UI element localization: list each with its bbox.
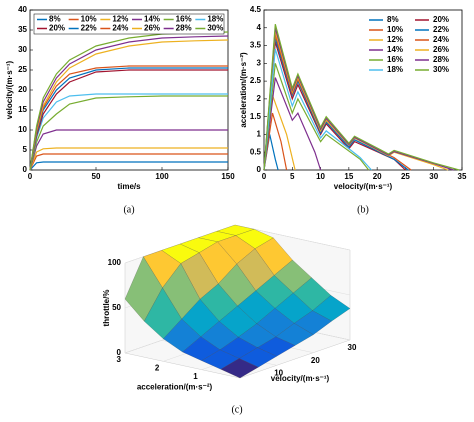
x-tick-label: 150 — [221, 172, 235, 181]
caption: (b) — [357, 204, 369, 215]
legend-label: 26% — [433, 45, 449, 54]
series-line — [263, 41, 406, 171]
y-tick-label: 30 — [18, 45, 27, 54]
legend-label: 8% — [387, 15, 399, 24]
y-tick-label: 4.5 — [250, 5, 262, 14]
surface-patch — [220, 358, 259, 379]
y-axis-label: acceleration/(m·s⁻²) — [239, 52, 248, 128]
x-tick-label: 30 — [429, 172, 438, 181]
y-tick-label: 1 — [193, 372, 198, 381]
legend-label: 18% — [207, 15, 223, 24]
series-line — [29, 161, 228, 171]
y-tick-label: 0 — [257, 165, 262, 174]
y-tick-label: 4 — [257, 23, 262, 32]
y-tick-label: 40 — [18, 5, 27, 14]
x-tick-label: 50 — [92, 172, 101, 181]
x-tick-label: 100 — [155, 172, 169, 181]
legend-label: 22% — [433, 25, 449, 34]
y-tick-label: 1 — [257, 130, 262, 139]
z-tick-label: 50 — [112, 303, 121, 312]
legend-box — [33, 13, 225, 35]
legend-label: 12% — [112, 15, 128, 24]
y-tick-label: 35 — [18, 25, 27, 34]
y-tick-label: 0 — [23, 165, 28, 174]
legend-label: 26% — [144, 24, 160, 33]
legend-label: 24% — [433, 35, 449, 44]
legend-label: 16% — [387, 55, 403, 64]
y-tick-label: 25 — [18, 65, 27, 74]
y-axis-label: acceleration/(m·s⁻²) — [137, 383, 213, 392]
y-tick-label: 15 — [18, 105, 27, 114]
y-tick-label: 2.5 — [250, 76, 262, 85]
x-tick-label: 20 — [373, 172, 382, 181]
legend-label: 24% — [112, 24, 128, 33]
series-line — [263, 48, 372, 171]
legend-label: 30% — [433, 65, 449, 74]
series-line — [263, 63, 370, 171]
z-tick-label: 0 — [117, 348, 122, 357]
series-line — [29, 147, 228, 171]
legend-label: 20% — [433, 15, 449, 24]
y-tick-label: 0.5 — [250, 147, 262, 156]
x-tick-label: 35 — [458, 172, 467, 181]
series-line — [29, 35, 229, 171]
series-line — [29, 95, 228, 171]
series-line — [263, 112, 288, 171]
series-line — [29, 69, 228, 171]
legend-label: 28% — [176, 24, 192, 33]
y-tick-label: 3.5 — [250, 41, 262, 50]
x-axis-label: velocity/(m·s⁻¹) — [334, 182, 393, 191]
series-line — [263, 24, 460, 171]
legend-label: 10% — [387, 25, 403, 34]
y-tick-label: 3 — [257, 58, 262, 67]
series-line — [263, 38, 409, 171]
y-tick-label: 2 — [155, 363, 160, 372]
x-tick-label: 0 — [262, 172, 267, 181]
x-axis-label: time/s — [117, 182, 141, 191]
series-line — [29, 153, 228, 171]
y-tick-label: 3 — [117, 355, 122, 364]
legend-label: 12% — [387, 35, 403, 44]
x-axis-label: velocity/(m·s⁻¹) — [271, 374, 330, 383]
z-tick-label: 100 — [108, 258, 122, 267]
legend-label: 20% — [49, 24, 65, 33]
legend-label: 18% — [387, 65, 403, 74]
x-tick-label: 15 — [344, 172, 353, 181]
y-axis-label: velocity/(m·s⁻¹) — [5, 60, 14, 119]
z-axis-label: throttle/% — [102, 290, 111, 327]
y-tick-label: 20 — [18, 85, 27, 94]
x-tick-label: 10 — [316, 172, 325, 181]
series-line — [29, 93, 228, 171]
x-tick-label: 20 — [311, 356, 320, 365]
series-line — [29, 39, 229, 171]
y-tick-label: 2 — [257, 94, 262, 103]
x-tick-label: 25 — [401, 172, 410, 181]
legend-label: 8% — [49, 15, 61, 24]
y-tick-label: 1.5 — [250, 112, 262, 121]
series-line — [263, 77, 322, 171]
x-tick-label: 10 — [274, 368, 283, 377]
y-tick-label: 5 — [23, 145, 28, 154]
x-tick-label: 30 — [348, 343, 357, 352]
y-tick-label: 10 — [18, 125, 27, 134]
legend-label: 28% — [433, 55, 449, 64]
legend-label: 14% — [144, 15, 160, 24]
legend-label: 10% — [81, 15, 97, 24]
legend-label: 16% — [176, 15, 192, 24]
legend-label: 30% — [207, 24, 223, 33]
legend-label: 22% — [81, 24, 97, 33]
series-line — [29, 129, 228, 171]
legend-label: 14% — [387, 45, 403, 54]
caption: (c) — [231, 404, 242, 415]
x-tick-label: 0 — [28, 172, 33, 181]
caption: (a) — [123, 204, 134, 215]
x-tick-label: 5 — [290, 172, 295, 181]
legend-box — [365, 13, 459, 77]
